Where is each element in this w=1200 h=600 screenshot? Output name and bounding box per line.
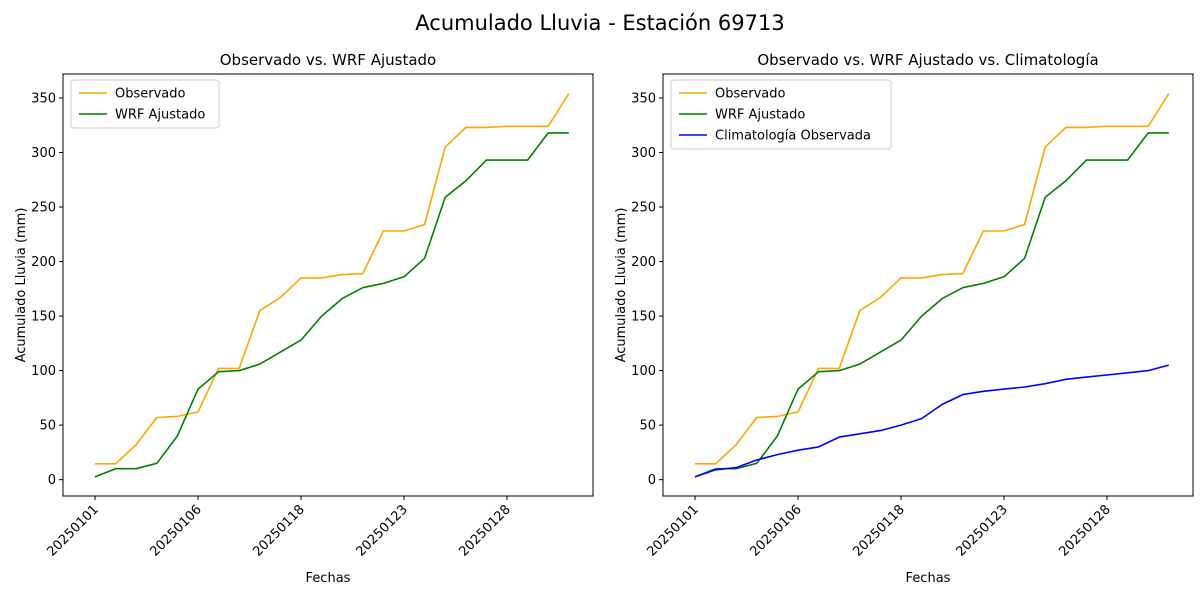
chart0-legend-box <box>70 79 220 129</box>
chart0-y-tick-label: 100 <box>31 364 56 379</box>
chart0-y-tick-label: 200 <box>31 255 56 270</box>
chart1-x-axis-label: Fechas <box>906 571 951 586</box>
chart0-y-tick-label: 50 <box>39 419 56 434</box>
chart1-y-axis-label: Acumulado Lluvia (mm) <box>614 208 629 363</box>
chart0-title: Observado vs. WRF Ajustado <box>220 51 436 69</box>
chart0-series-line-wrf-ajustado <box>94 132 569 478</box>
chart0-y-tick-label: 350 <box>31 91 56 106</box>
chart0-legend: Observado WRF Ajustado <box>70 79 220 129</box>
chart0-y-tick-label: 150 <box>31 310 56 325</box>
chart0-y-tick-label: 0 <box>48 473 56 488</box>
chart1-legend-label: WRF Ajustado <box>715 108 805 123</box>
chart1-legend: Observado WRF Ajustado Climatología Observ… <box>670 79 892 150</box>
chart0-legend-label: Observado <box>115 87 186 102</box>
chart0-axes-frame <box>62 73 594 497</box>
chart1-y-tick-label: 150 <box>631 310 656 325</box>
figure-title: Acumulado Lluvia - Estación 69713 <box>415 11 784 35</box>
chart1-series-line-observado <box>695 93 1170 465</box>
chart1-title: Observado vs. WRF Ajustado vs. Climatolo… <box>757 51 1098 69</box>
chart0-series-line-observado <box>95 93 570 465</box>
chart1-y-tick-label: 0 <box>648 473 656 488</box>
chart1-y-tick-label: 200 <box>631 255 656 270</box>
chart1-y-tick-label: 50 <box>639 419 656 434</box>
chart1-y-tick-label: 250 <box>631 201 656 216</box>
chart0-y-tick-label: 250 <box>31 201 56 216</box>
chart0-legend-label: WRF Ajustado <box>115 108 205 123</box>
chart0-y-axis-label: Acumulado Lluvia (mm) <box>14 208 29 363</box>
chart1-series-line-wrf-ajustado <box>694 132 1169 478</box>
chart1-y-tick-label: 350 <box>631 91 656 106</box>
chart1-legend-label: Climatología Observada <box>715 129 871 144</box>
chart1-legend-label: Observado <box>715 87 786 102</box>
chart0-x-axis-label: Fechas <box>306 571 351 586</box>
chart1-legend-box <box>670 79 892 150</box>
chart1-y-tick-label: 100 <box>631 364 656 379</box>
chart1-axes-frame <box>662 73 1194 497</box>
chart0-y-tick-label: 300 <box>31 146 56 161</box>
chart1-series-line-climatologia-observada <box>694 364 1170 478</box>
chart1-y-tick-label: 300 <box>631 146 656 161</box>
